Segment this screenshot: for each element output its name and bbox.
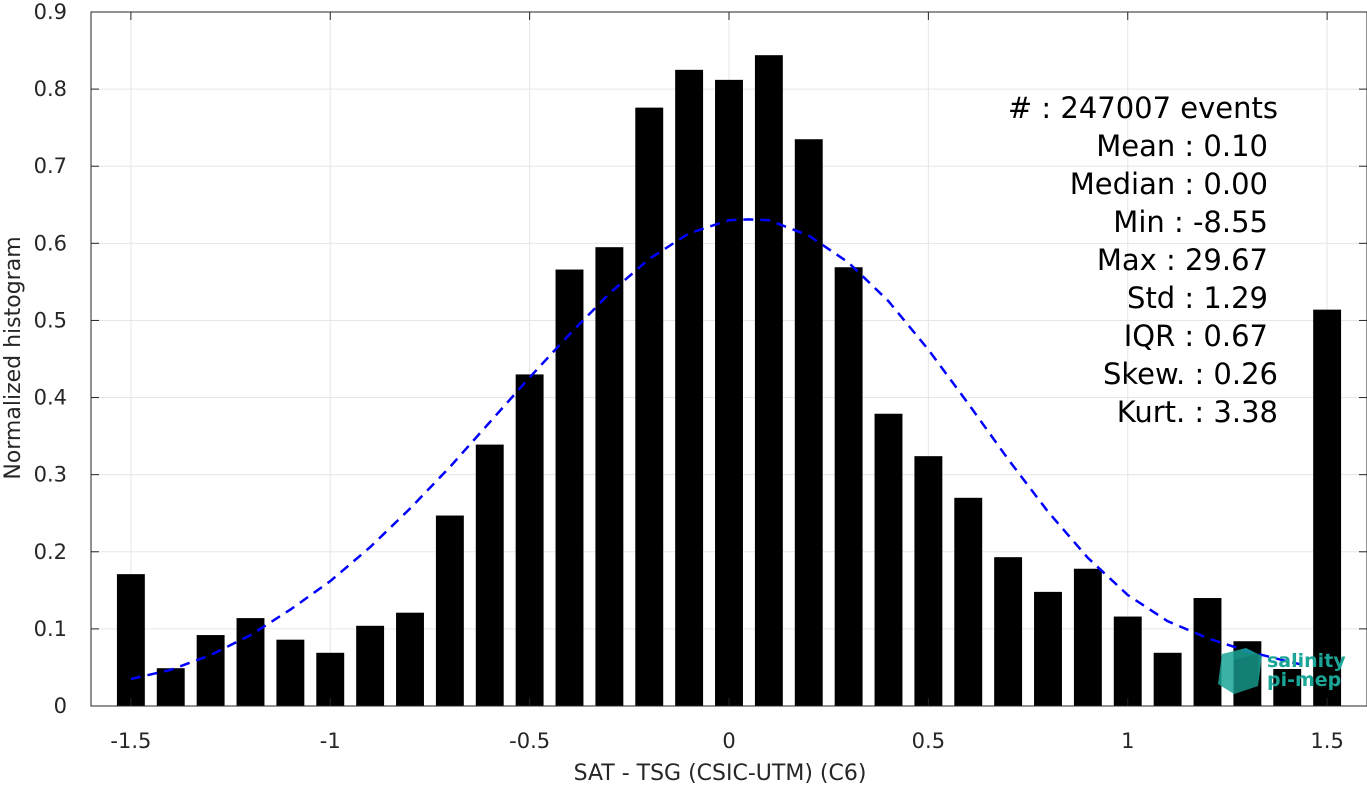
histogram-bar xyxy=(1034,591,1062,706)
histogram-bar xyxy=(715,79,743,706)
histogram-bar xyxy=(196,635,225,706)
histogram-bar xyxy=(914,456,943,706)
histogram-bar xyxy=(356,625,385,706)
histogram-bar xyxy=(396,612,424,706)
y-tick-label: 0.9 xyxy=(34,0,67,24)
histogram-bar xyxy=(1153,652,1182,706)
axis-ticks xyxy=(91,11,1367,707)
stats-min: Min : -8.55 xyxy=(1113,205,1268,239)
stats-max: Max : 29.67 xyxy=(1097,243,1268,277)
stats-count: # : 247007 events xyxy=(1008,91,1278,125)
histogram-bar xyxy=(1193,598,1222,706)
histogram-bar xyxy=(515,374,544,706)
x-tick-label: 0 xyxy=(722,729,735,753)
x-tick-label: -0.5 xyxy=(509,729,550,753)
y-tick-label: 0.5 xyxy=(34,308,67,332)
y-tick-label: 0.2 xyxy=(34,540,67,564)
y-tick-label: 0.1 xyxy=(34,617,67,641)
y-tick-label: 0 xyxy=(54,694,67,718)
histogram-bars xyxy=(116,55,1342,707)
histogram-bar xyxy=(794,139,823,706)
histogram-bar xyxy=(435,515,464,706)
x-axis-label: SAT - TSG (CSIC-UTM) (C6) xyxy=(574,761,867,785)
histogram-bar xyxy=(874,413,903,706)
x-tick-label: 1 xyxy=(1121,729,1134,753)
x-tick-labels: -1.5 -1 -0.5 0 0.5 1 1.5 xyxy=(110,729,1343,753)
histogram-bar xyxy=(475,444,504,706)
histogram-bar xyxy=(555,269,584,706)
stats-mean: Mean : 0.10 xyxy=(1096,129,1268,163)
y-tick-labels: 0 0.1 0.2 0.3 0.4 0.5 0.6 0.7 0.8 0.9 xyxy=(34,0,67,718)
y-tick-label: 0.8 xyxy=(34,77,67,101)
histogram-bar xyxy=(994,557,1023,706)
histogram-bar xyxy=(1273,668,1302,706)
histogram-bar xyxy=(236,618,265,706)
stats-skew: Skew. : 0.26 xyxy=(1103,357,1278,391)
histogram-bar xyxy=(675,69,704,707)
stats-kurt: Kurt. : 3.38 xyxy=(1117,395,1278,429)
histogram-bar xyxy=(754,55,783,706)
stats-box: # : 247007 events Mean : 0.10 Median : 0… xyxy=(1008,91,1278,429)
x-tick-label: -1.5 xyxy=(110,729,151,753)
x-tick-label: 1.5 xyxy=(1310,729,1343,753)
stats-median: Median : 0.00 xyxy=(1070,167,1268,201)
histogram-bar xyxy=(595,247,624,706)
x-tick-label: -1 xyxy=(320,729,341,753)
logo-line-1: salinity xyxy=(1267,650,1346,672)
salinity-pimep-logo: salinity pi-mep xyxy=(1218,648,1346,694)
y-tick-label: 0.4 xyxy=(34,386,67,410)
stats-std: Std : 1.29 xyxy=(1127,281,1268,315)
y-tick-label: 0.3 xyxy=(34,463,67,487)
logo-line-2: pi-mep xyxy=(1267,669,1341,691)
histogram-bar xyxy=(316,652,345,706)
y-tick-label: 0.6 xyxy=(34,231,67,255)
x-tick-label: 0.5 xyxy=(912,729,945,753)
y-axis-label: Normalized histogram xyxy=(1,236,26,479)
y-tick-label: 0.7 xyxy=(34,154,67,178)
histogram-bar xyxy=(1313,309,1342,706)
histogram-bar xyxy=(954,497,983,706)
histogram-bar xyxy=(276,639,305,706)
histogram-bar xyxy=(1073,568,1102,706)
histogram-bar xyxy=(834,267,863,706)
stats-iqr: IQR : 0.67 xyxy=(1124,319,1268,353)
histogram-bar xyxy=(116,574,145,706)
histogram-bar xyxy=(156,668,185,706)
histogram-bar xyxy=(635,107,664,706)
histogram-bar xyxy=(1113,616,1142,706)
